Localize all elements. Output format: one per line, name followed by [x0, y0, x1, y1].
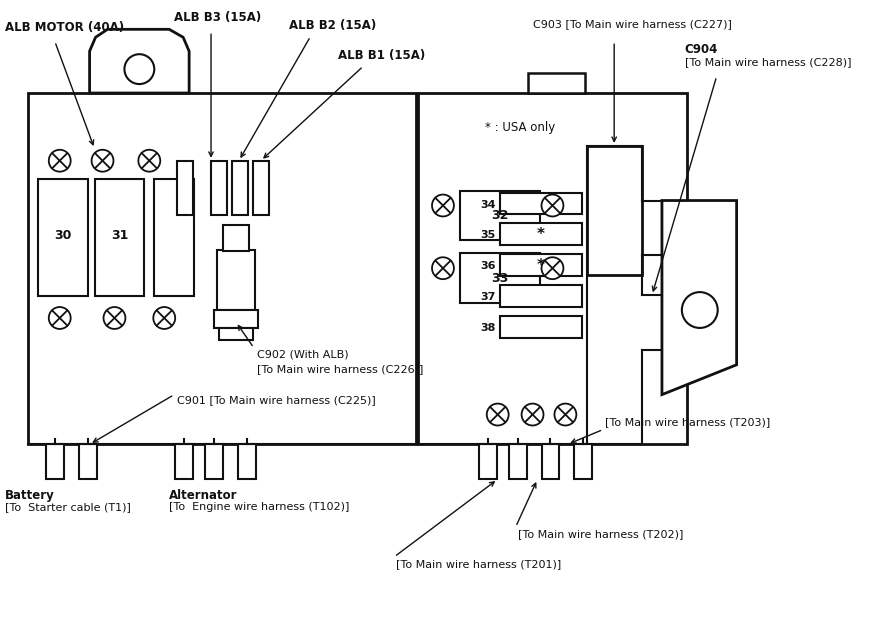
Bar: [500, 316, 582, 338]
Bar: [460, 190, 539, 240]
Bar: [223, 226, 249, 251]
Bar: [79, 444, 97, 479]
Text: 33: 33: [491, 272, 508, 285]
Bar: [528, 73, 585, 93]
Circle shape: [555, 404, 576, 425]
Text: Alternator: Alternator: [169, 490, 237, 502]
Bar: [214, 310, 258, 328]
Text: [To Main wire harness (T203)]: [To Main wire harness (T203)]: [605, 418, 771, 428]
Text: [To Main wire harness (C226)]: [To Main wire harness (C226)]: [257, 364, 423, 374]
Text: ALB B3 (15A): ALB B3 (15A): [174, 11, 262, 25]
Text: C904: C904: [685, 43, 719, 56]
Text: * : USA only: * : USA only: [485, 121, 555, 134]
Polygon shape: [90, 30, 189, 93]
Bar: [478, 444, 496, 479]
Bar: [211, 161, 227, 215]
Text: 36: 36: [480, 261, 495, 272]
Bar: [205, 444, 223, 479]
Bar: [176, 444, 194, 479]
Bar: [460, 253, 539, 303]
Bar: [574, 444, 592, 479]
Text: 31: 31: [111, 229, 128, 242]
Text: [To  Starter cable (T1)]: [To Starter cable (T1)]: [5, 502, 131, 512]
Circle shape: [48, 150, 71, 171]
Circle shape: [487, 404, 509, 425]
Text: Battery: Battery: [5, 490, 55, 502]
Bar: [28, 93, 416, 444]
Text: ALB MOTOR (40A): ALB MOTOR (40A): [5, 21, 125, 35]
Bar: [509, 444, 527, 479]
Bar: [46, 444, 64, 479]
Text: C903 [To Main wire harness (C227)]: C903 [To Main wire harness (C227)]: [532, 20, 731, 30]
Text: [To Main wire harness (T202)]: [To Main wire harness (T202)]: [518, 529, 683, 539]
Circle shape: [541, 195, 564, 217]
Text: 30: 30: [54, 229, 72, 242]
Text: C901 [To Main wire harness (C225)]: C901 [To Main wire harness (C225)]: [177, 394, 376, 404]
Text: [To Main wire harness (C228)]: [To Main wire harness (C228)]: [685, 57, 851, 67]
Text: [To  Engine wire harness (T102)]: [To Engine wire harness (T102)]: [169, 502, 349, 512]
Circle shape: [682, 292, 718, 328]
Bar: [154, 179, 194, 296]
Polygon shape: [662, 200, 737, 394]
Circle shape: [432, 195, 454, 217]
Circle shape: [521, 404, 544, 425]
Circle shape: [104, 307, 125, 329]
Bar: [500, 255, 582, 276]
Bar: [500, 193, 582, 214]
Bar: [219, 328, 253, 340]
Text: ALB B1 (15A): ALB B1 (15A): [339, 49, 426, 62]
Circle shape: [541, 257, 564, 279]
Circle shape: [91, 150, 114, 171]
Text: 38: 38: [480, 323, 495, 333]
Text: 32: 32: [491, 209, 508, 222]
Text: 37: 37: [480, 292, 495, 302]
Bar: [238, 444, 256, 479]
Text: C902 (With ALB): C902 (With ALB): [257, 350, 349, 360]
Circle shape: [48, 307, 71, 329]
Text: *: *: [537, 258, 545, 273]
Bar: [500, 224, 582, 245]
Text: [To Main wire harness (T201)]: [To Main wire harness (T201)]: [396, 559, 562, 569]
Bar: [253, 161, 269, 215]
Text: ALB B2 (15A): ALB B2 (15A): [289, 20, 376, 32]
Bar: [177, 161, 194, 215]
Bar: [38, 179, 88, 296]
Bar: [95, 179, 144, 296]
Circle shape: [125, 54, 154, 84]
Circle shape: [432, 257, 454, 279]
Text: *: *: [537, 227, 545, 242]
Bar: [541, 444, 559, 479]
Bar: [217, 250, 254, 310]
Bar: [232, 161, 248, 215]
Circle shape: [138, 150, 160, 171]
Bar: [418, 93, 687, 444]
Bar: [587, 146, 642, 275]
Text: 35: 35: [480, 231, 495, 241]
Bar: [500, 285, 582, 307]
Circle shape: [153, 307, 176, 329]
Text: 34: 34: [480, 200, 495, 210]
